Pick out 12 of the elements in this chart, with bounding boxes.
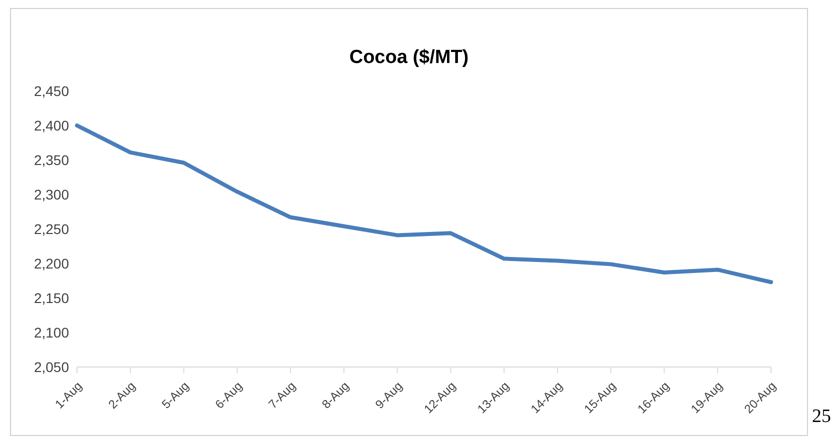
y-tick-label: 2,300 bbox=[34, 186, 70, 202]
y-tick-label: 2,100 bbox=[34, 324, 70, 340]
y-tick-label: 2,250 bbox=[34, 220, 70, 237]
y-tick-label: 2,350 bbox=[34, 152, 70, 168]
y-tick-label: 2,200 bbox=[34, 255, 70, 272]
text: 25 bbox=[812, 406, 831, 428]
line-series bbox=[75, 124, 773, 284]
y-tick-label: 2,050 bbox=[34, 358, 70, 375]
y-tick-label: 2,150 bbox=[34, 290, 70, 306]
chart-title: Cocoa ($/MT) bbox=[348, 47, 470, 69]
y-tick-label: 2,450 bbox=[34, 82, 70, 99]
y-tick-label: 2,400 bbox=[34, 117, 70, 134]
